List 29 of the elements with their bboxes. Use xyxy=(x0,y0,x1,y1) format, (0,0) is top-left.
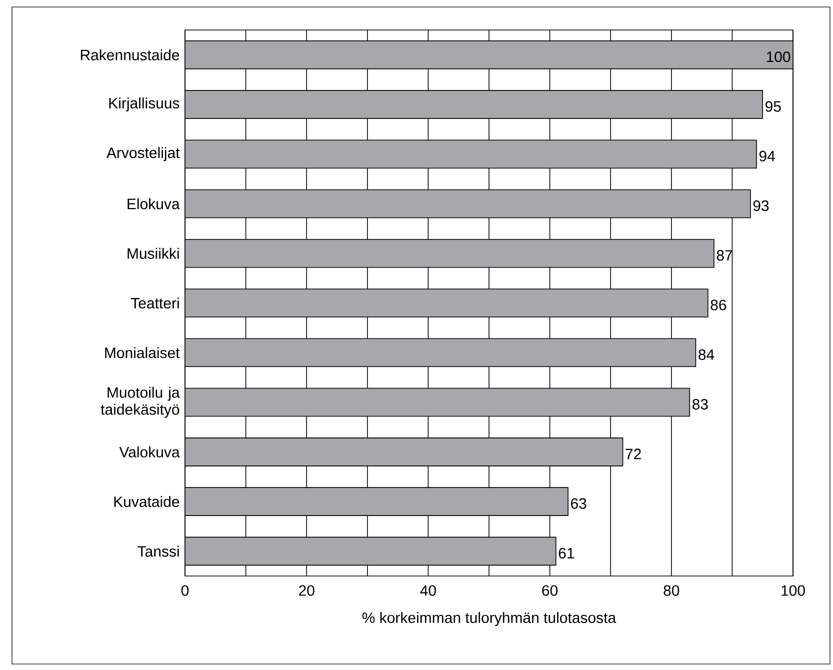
data-label: 72 xyxy=(626,448,641,460)
data-label: 84 xyxy=(698,349,714,360)
data-label: 94 xyxy=(759,150,775,162)
x-tick-label: 80 xyxy=(664,585,680,596)
y-tick-label: Valokuva xyxy=(119,446,180,458)
data-label: 61 xyxy=(558,548,574,558)
y-tick-label: Musiikki xyxy=(128,248,179,259)
y-tick-label: Muotoilu ja taidekäsityö xyxy=(100,386,180,418)
data-label: 63 xyxy=(571,498,586,509)
x-tick-label: 40 xyxy=(420,585,436,596)
y-tick-label: Monialaiset xyxy=(105,347,180,358)
x-tick-label: 60 xyxy=(542,585,558,596)
data-label: 83 xyxy=(692,398,708,410)
x-axis-title: % korkeimman tuloryhmän tulotasosta xyxy=(362,612,616,626)
x-tick-label: 20 xyxy=(299,585,314,596)
y-tick-label: Kirjallisuus xyxy=(109,97,180,112)
data-label: 100 xyxy=(766,52,790,62)
data-label: 87 xyxy=(716,250,732,261)
y-tick-label: Teatteri xyxy=(130,298,179,309)
x-tick-label: 100 xyxy=(782,585,805,596)
data-label: 95 xyxy=(766,101,781,112)
y-tick-label: Tanssi xyxy=(138,546,179,557)
data-label: 86 xyxy=(710,300,726,310)
data-label: 93 xyxy=(753,200,769,212)
y-tick-label: Kuvataide xyxy=(114,496,180,508)
y-tick-label: Rakennustaide xyxy=(80,49,180,60)
x-tick-label: 0 xyxy=(181,585,189,596)
y-tick-label: Elokuva xyxy=(128,198,180,210)
y-tick-label: Arvostelijat xyxy=(106,147,180,162)
